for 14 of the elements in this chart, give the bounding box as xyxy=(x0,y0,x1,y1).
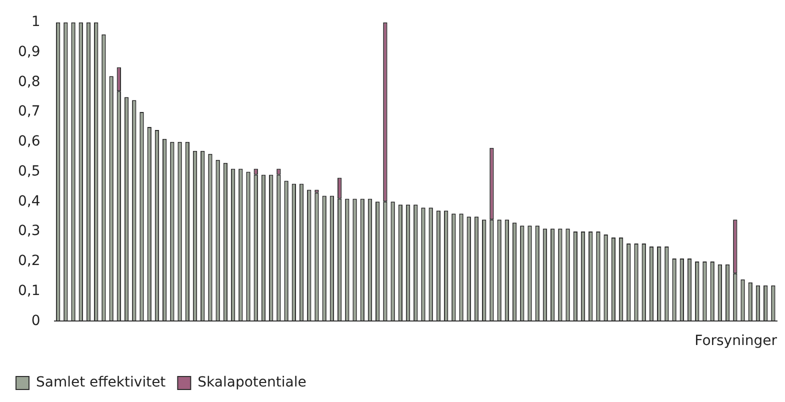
y-tick-label: 0,7 xyxy=(18,104,40,120)
y-tick-label: 0,4 xyxy=(18,193,40,210)
y-tick-label: 0,3 xyxy=(18,223,40,240)
y-tick-label: 1 xyxy=(31,14,40,30)
y-tick-label: 0,5 xyxy=(18,163,40,180)
y-tick-label: 0,8 xyxy=(18,74,40,90)
legend-label: Samlet effektivitet xyxy=(36,374,166,391)
y-tick-label: 0,1 xyxy=(18,282,40,299)
y-tick-label: 0,2 xyxy=(18,253,40,270)
legend-label: Skalapotentiale xyxy=(198,374,306,391)
y-tick-label: 0 xyxy=(31,312,40,329)
y-tick-label: 0,9 xyxy=(18,44,40,60)
y-tick-label: 0,6 xyxy=(18,134,40,150)
x-axis-title: Forsyninger xyxy=(694,333,778,350)
